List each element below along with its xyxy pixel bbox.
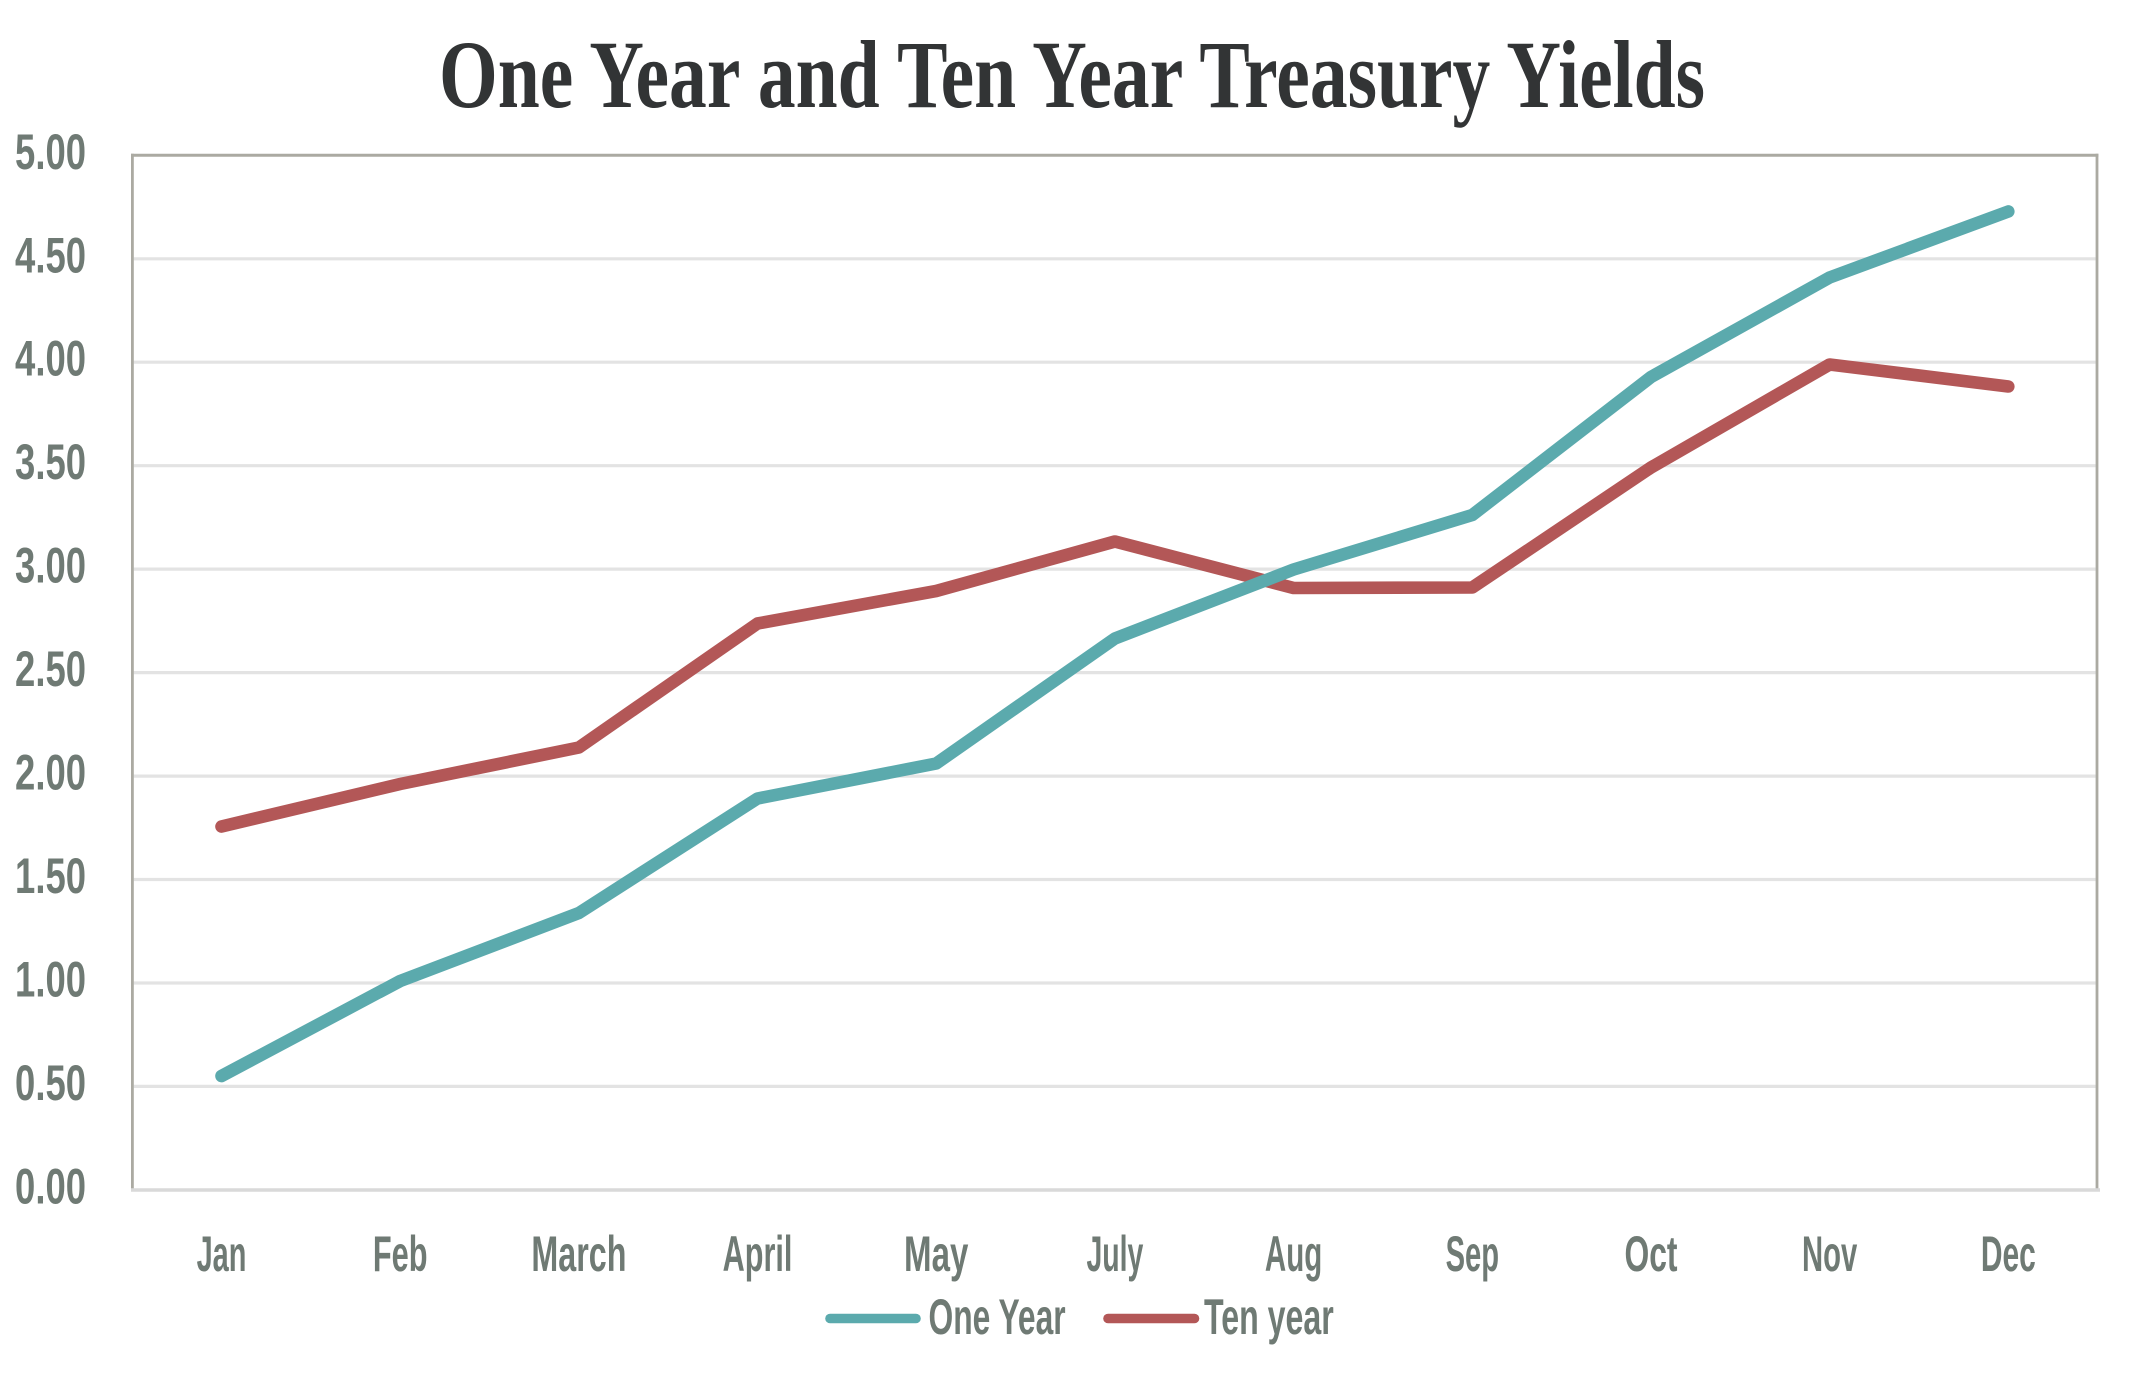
svg-text:2.50: 2.50: [15, 642, 86, 698]
svg-text:April: April: [723, 1225, 793, 1282]
svg-text:Dec: Dec: [1981, 1226, 2036, 1282]
svg-text:Sep: Sep: [1446, 1226, 1499, 1282]
svg-text:Jan: Jan: [197, 1226, 247, 1282]
svg-text:Nov: Nov: [1802, 1226, 1857, 1282]
svg-text:3.50: 3.50: [15, 435, 86, 491]
svg-text:0.00: 0.00: [15, 1159, 86, 1215]
svg-text:5.00: 5.00: [15, 124, 86, 180]
svg-text:One Year and Ten Year Treasury: One Year and Ten Year Treasury Yields: [439, 21, 1705, 128]
svg-text:2.00: 2.00: [15, 745, 86, 801]
svg-text:One Year: One Year: [929, 1289, 1066, 1345]
svg-text:Aug: Aug: [1265, 1226, 1322, 1282]
svg-text:July: July: [1086, 1226, 1143, 1283]
svg-text:0.50: 0.50: [15, 1055, 86, 1111]
svg-text:3.00: 3.00: [15, 538, 86, 594]
svg-text:May: May: [904, 1226, 969, 1281]
svg-text:Feb: Feb: [373, 1225, 428, 1282]
svg-text:4.00: 4.00: [15, 331, 86, 387]
svg-text:1.50: 1.50: [15, 848, 86, 904]
svg-text:1.00: 1.00: [15, 952, 86, 1008]
svg-text:March: March: [531, 1226, 626, 1282]
svg-text:Oct: Oct: [1624, 1226, 1677, 1282]
svg-text:4.50: 4.50: [15, 228, 86, 284]
svg-text:Ten year: Ten year: [1204, 1289, 1334, 1345]
